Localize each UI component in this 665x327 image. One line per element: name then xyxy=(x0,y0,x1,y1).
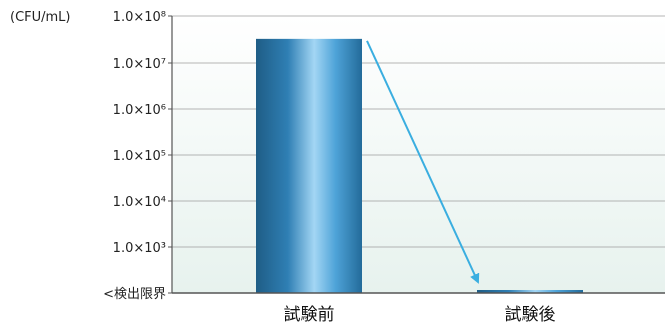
bar xyxy=(477,290,583,293)
y-tick-label: 1.0×10⁶ xyxy=(113,103,166,118)
decrease-arrow xyxy=(366,40,480,284)
x-category-label: 試験前 xyxy=(284,305,335,325)
y-tick-label: 1.0×10⁸ xyxy=(113,10,166,25)
y-tick-label: 1.0×10⁵ xyxy=(113,149,166,164)
x-axis-labels: 試験前 試験後 xyxy=(284,305,556,325)
y-tick-label: 1.0×10³ xyxy=(113,241,166,256)
x-category-label: 試験後 xyxy=(505,305,556,325)
y-tick-label: 1.0×10⁴ xyxy=(113,195,166,210)
y-axis-unit-label: (CFU/mL) xyxy=(10,10,71,25)
bars xyxy=(256,38,583,293)
y-axis-ticks: <検出限界 1.0×10³ 1.0×10⁴ 1.0×10⁵ 1.0×10⁶ 1.0×10⁷… xyxy=(103,10,172,302)
y-tick-label: <検出限界 xyxy=(103,287,166,302)
bar xyxy=(256,38,362,293)
y-tick-label: 1.0×10⁷ xyxy=(113,57,166,72)
